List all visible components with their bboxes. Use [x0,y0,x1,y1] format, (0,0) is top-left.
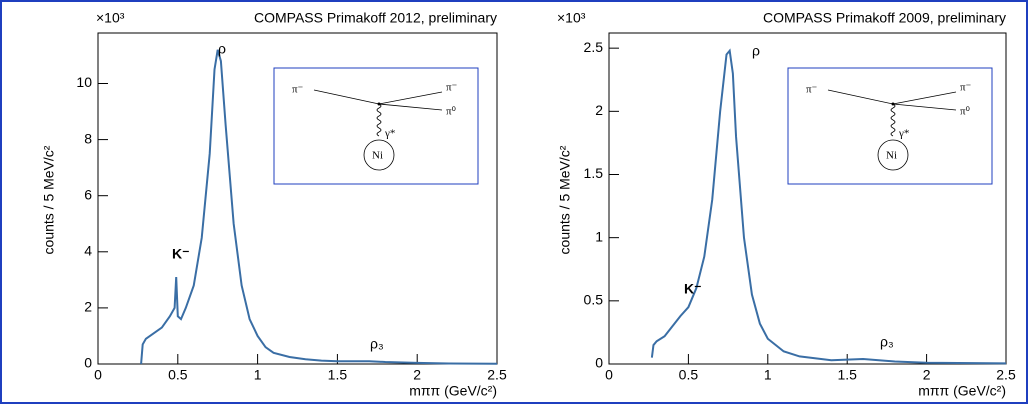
x-tick-label: 2 [413,367,421,383]
y-tick-label: 1.5 [584,165,604,181]
x-tick-label: 2.5 [487,367,507,383]
y-tick-label: 0 [595,355,603,371]
x-tick-label: 0 [94,367,102,383]
y-tick-label: 0 [84,355,92,371]
inset-box [273,67,479,185]
y-axis-label: counts / 5 MeV/c² [41,145,57,254]
y-tick-label: 2 [84,299,92,315]
diagram-label: π⁻ [960,82,972,94]
diagram-line [892,103,957,111]
x-tick-label: 0.5 [679,367,699,383]
annotation: ρ [752,43,760,59]
diagram-label: π⁻ [806,84,818,96]
x-tick-label: 1 [254,367,262,383]
chart-title: COMPASS Primakoff 2012, preliminary [254,10,497,26]
diagram-line [313,89,380,105]
plot-frame [608,32,1007,365]
nucleus [877,139,909,171]
axis-multiplier: ×10³ [557,10,586,26]
diagram-line [378,103,443,111]
diagram-label: π⁻ [446,82,458,94]
chart-title: COMPASS Primakoff 2009, preliminary [763,10,1006,26]
annotation: ρ₃ [370,336,384,352]
data-line [650,48,1007,365]
x-tick-label: 0 [605,367,613,383]
x-axis-label: mππ (GeV/c²) [918,383,1006,399]
axis-multiplier: ×10³ [96,10,125,26]
nucleus [363,139,395,171]
x-axis-label: mππ (GeV/c²) [409,383,497,399]
photon [890,103,896,137]
x-tick-label: 2.5 [996,367,1016,383]
photon [376,103,382,137]
x-tick-label: 0.5 [168,367,188,383]
y-tick-label: 8 [84,130,92,146]
y-tick-label: 1 [595,228,603,244]
diagram-label: π⁻ [292,84,304,96]
diagram-line [378,91,443,105]
diagram-label: γ* [384,128,395,140]
y-tick-label: 6 [84,186,92,202]
y-tick-label: 0.5 [584,292,604,308]
x-tick-label: 2 [923,367,931,383]
diagram-line [827,89,894,105]
diagram-label: π⁰ [960,106,971,118]
annotation: K⁻ [172,246,190,262]
diagram-label: Ni [372,150,383,162]
annotation: ρ₃ [880,334,894,350]
annotation: K⁻ [684,281,702,297]
x-tick-label: 1.5 [328,367,348,383]
y-tick-label: 4 [84,242,92,258]
x-tick-label: 1 [764,367,772,383]
inset-box [787,67,993,185]
diagram-label: Ni [886,150,897,162]
diagram-label: π⁰ [446,106,457,118]
plot-frame [97,32,498,365]
y-axis-label: counts / 5 MeV/c² [557,145,573,254]
data-line [140,49,498,365]
diagram-label: γ* [898,128,909,140]
y-tick-label: 10 [76,74,92,90]
diagram-line [892,91,957,105]
y-tick-label: 2.5 [584,39,604,55]
annotation: ρ [218,41,226,57]
x-tick-label: 1.5 [837,367,857,383]
y-tick-label: 2 [595,102,603,118]
